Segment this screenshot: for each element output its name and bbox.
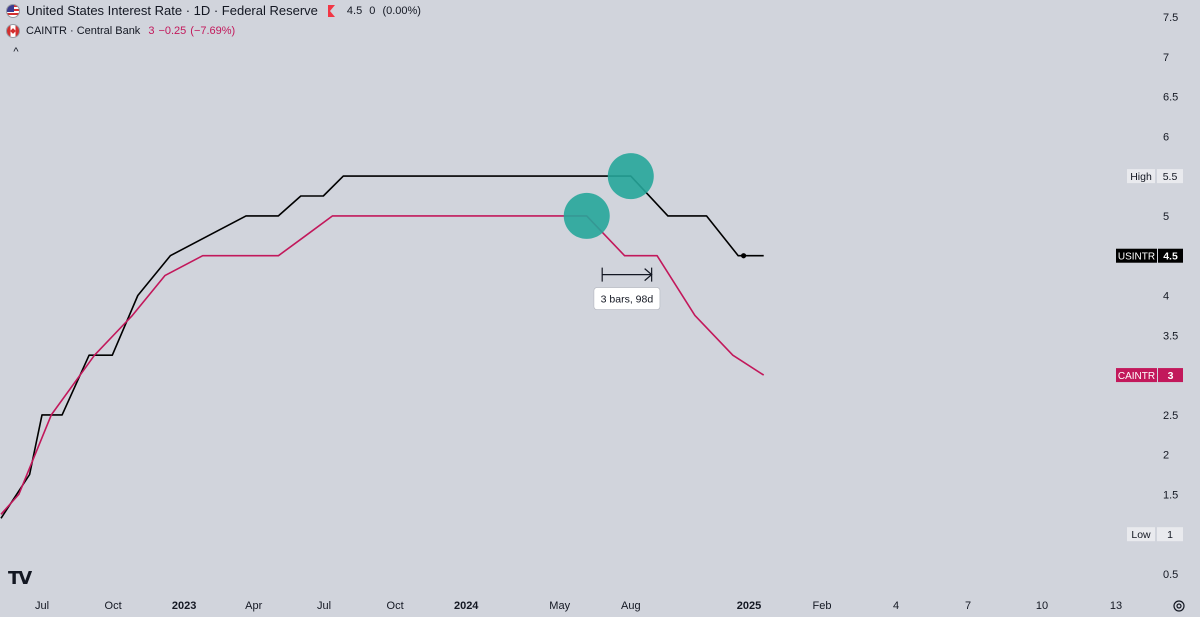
scale-label-value: 1 bbox=[1167, 529, 1173, 541]
change-percent: (0.00%) bbox=[382, 4, 421, 17]
x-tick-label: Feb bbox=[813, 600, 832, 612]
y-tick-label: 2 bbox=[1163, 450, 1169, 462]
canada-flag-icon bbox=[6, 24, 20, 38]
symbol-values: 4.5 0 (0.00%) bbox=[347, 5, 425, 17]
x-tick-label: 7 bbox=[965, 600, 971, 612]
series-line-usintr bbox=[0, 175, 764, 519]
y-tick-label: 7.5 bbox=[1163, 12, 1178, 24]
compare-symbol-legend[interactable]: CAINTR · Central Bank 3 −0.25 (−7.69%) bbox=[6, 24, 239, 38]
scale-label-value-bg bbox=[1158, 248, 1183, 263]
x-tick-label: 2024 bbox=[454, 600, 479, 612]
highlight-circle bbox=[607, 153, 654, 200]
compare-last-value: 3 bbox=[148, 25, 155, 37]
scale-label-caintr: CAINTR 3 bbox=[1116, 368, 1183, 383]
x-tick-label: 2023 bbox=[172, 600, 196, 612]
chart-annotations: 3 bars, 98d bbox=[563, 153, 661, 310]
scale-label-value: 4.5 bbox=[1163, 251, 1178, 263]
y-tick-label: 4 bbox=[1163, 291, 1169, 303]
scale-label-value-bg bbox=[1158, 368, 1183, 383]
scale-label-value: 3 bbox=[1168, 370, 1174, 382]
scale-label-value: 5.5 bbox=[1163, 171, 1178, 183]
y-tick-label: 7 bbox=[1163, 52, 1169, 64]
scale-label-high: High 5.5 bbox=[1127, 169, 1183, 184]
x-tick-label: Jul bbox=[35, 600, 49, 612]
us-flag-icon bbox=[6, 3, 20, 18]
scale-label-name: CAINTR bbox=[1118, 371, 1155, 382]
y-tick-label: 3.5 bbox=[1163, 330, 1178, 342]
red-flag-icon[interactable] bbox=[327, 4, 335, 17]
price-scale[interactable]: 7.5 7 6.5 6 5 4 3.5 2.5 2 1.5 0.5 High 5.5 USINTR 4.5 C… bbox=[1116, 12, 1183, 581]
tradingview-logo: TV bbox=[8, 568, 32, 589]
scale-label-name-bg bbox=[1127, 169, 1155, 184]
measure-arrowhead bbox=[644, 268, 653, 282]
y-tick-label: 1.5 bbox=[1163, 489, 1178, 501]
chart-series-layer bbox=[0, 175, 765, 519]
compare-change-percent: (−7.69%) bbox=[190, 25, 236, 37]
y-tick-label: 0.5 bbox=[1163, 569, 1178, 581]
compare-change-value: −0.25 bbox=[158, 25, 187, 37]
scale-label-name: Low bbox=[1131, 529, 1151, 541]
y-tick-label: 5 bbox=[1163, 211, 1169, 223]
scale-label-name: High bbox=[1130, 171, 1152, 183]
change-value: 0 bbox=[369, 4, 376, 17]
scale-label-name-bg bbox=[1127, 527, 1155, 542]
x-tick-label: 13 bbox=[1110, 600, 1122, 612]
measure-label-box bbox=[593, 287, 661, 310]
scale-label-name-bg bbox=[1116, 248, 1157, 263]
collapse-legend-button[interactable]: ^ bbox=[13, 46, 19, 58]
x-tick-label: 10 bbox=[1036, 600, 1048, 612]
y-tick-label: 6 bbox=[1163, 131, 1169, 143]
scale-label-name-bg bbox=[1116, 368, 1157, 383]
x-tick-label: May bbox=[549, 600, 570, 612]
x-tick-label: 2025 bbox=[737, 600, 761, 612]
scale-label-name: USINTR bbox=[1118, 252, 1155, 263]
series-line-caintr bbox=[0, 215, 765, 515]
last-value: 4.5 bbox=[346, 4, 363, 17]
last-point-marker bbox=[740, 253, 747, 259]
time-scale[interactable]: Jul Oct 2023 Apr Jul Oct 2024 May Aug 2025 Feb 4 7 10… bbox=[35, 600, 1122, 612]
scale-label-usintr: USINTR 4.5 bbox=[1116, 248, 1183, 263]
x-tick-label: 4 bbox=[893, 600, 899, 612]
y-tick-label: 6.5 bbox=[1163, 92, 1178, 104]
x-tick-label: Apr bbox=[245, 600, 262, 612]
gear-icon[interactable] bbox=[1172, 599, 1186, 616]
scale-label-value-bg bbox=[1157, 527, 1183, 542]
scale-label-low: Low 1 bbox=[1127, 527, 1183, 542]
scale-label-value-bg bbox=[1157, 169, 1183, 184]
compare-symbol-name[interactable]: CAINTR · Central Bank bbox=[26, 25, 141, 37]
x-tick-label: Oct bbox=[387, 600, 404, 612]
x-tick-label: Aug bbox=[621, 600, 641, 612]
main-symbol-legend[interactable]: United States Interest Rate · 1D · Feder… bbox=[6, 3, 425, 18]
y-tick-label: 2.5 bbox=[1163, 410, 1178, 422]
highlight-circle bbox=[563, 192, 610, 239]
measure-label: 3 bars, 98d bbox=[601, 294, 654, 306]
x-tick-label: Jul bbox=[317, 600, 331, 612]
symbol-title[interactable]: United States Interest Rate · 1D · Feder… bbox=[26, 3, 318, 18]
x-tick-label: Oct bbox=[105, 600, 122, 612]
